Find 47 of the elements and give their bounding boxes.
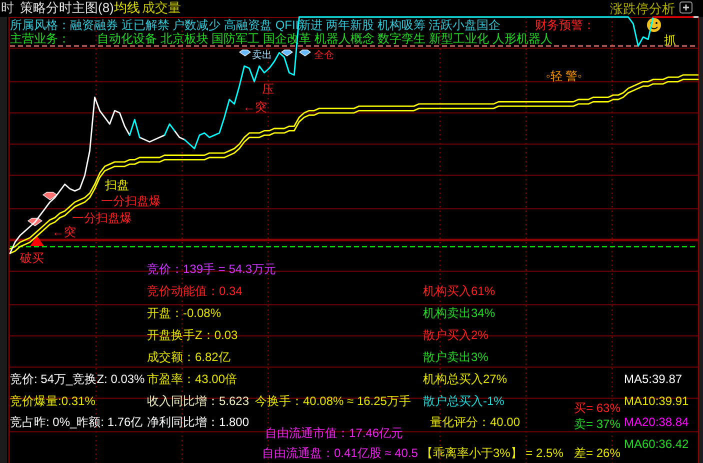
text: 量化评分：40.00	[430, 415, 520, 429]
annotation: 一分扫盘爆	[101, 194, 161, 208]
annotation: 主营业务：	[10, 32, 70, 46]
text: 成交额：6.82亿	[147, 350, 230, 364]
text: 差= 26%	[574, 446, 621, 460]
annotation: 卖出	[252, 49, 272, 61]
text: 今换手：40.08% ≈ 16.25万手	[255, 394, 411, 408]
text: 卖= 37%	[574, 417, 621, 431]
text: MA10:39.91	[624, 394, 690, 408]
annotation: ←突	[52, 225, 76, 239]
text: 净利同比增：1.800	[147, 415, 250, 429]
text: MA5:39.87	[624, 372, 682, 386]
text: MA20:38.84	[624, 415, 690, 429]
text: 机构卖出34%	[423, 306, 496, 320]
text: 散户总买入-1%	[423, 394, 505, 408]
annotation: 破买	[19, 251, 44, 265]
annotation: 一分扫盘爆	[72, 211, 132, 225]
text: 竞价: 54万_竞换Z: 0.03%	[10, 372, 146, 386]
text: 自由流通盘：0.41亿股 ≈ 40.5	[262, 446, 418, 460]
text: 涨跌停分析	[610, 1, 675, 16]
text: 竞价动能值：0.34	[147, 284, 243, 298]
text: 市盈率：43.00倍	[147, 372, 238, 386]
text: 开盘换手Z：0.03	[147, 328, 238, 342]
text: 机构总买入27%	[423, 372, 508, 386]
text: 【乖离率小于3%】 = 2.5%	[421, 446, 564, 460]
annotation: 压	[262, 82, 274, 96]
text: 成交量	[142, 0, 181, 15]
annotation: ←突	[243, 100, 267, 114]
annotation: ◦轻 警◦	[546, 69, 582, 83]
text: 收入同比增：5.623	[147, 394, 250, 408]
text: 竞价：139手 = 54.3万元	[147, 262, 276, 276]
text: 竞价爆量:0.31%	[10, 394, 96, 408]
annotation: 全仓	[314, 49, 334, 61]
annotation: 抓	[664, 33, 676, 47]
annotation: 财务预警：	[535, 18, 595, 32]
text: 散户卖出3%	[423, 350, 489, 364]
text: 均线	[113, 0, 140, 15]
annotation: 扫盘	[104, 178, 129, 192]
text: MA60:36.42	[624, 437, 690, 451]
text: 策略分时主图(8)	[20, 0, 114, 15]
text: 竞占昨: 0%_昨额: 1.76亿	[10, 415, 143, 429]
text: 散户买入2%	[423, 328, 489, 342]
text: 机构买入61%	[423, 284, 496, 298]
text: 自由流通市值：17.46亿元	[265, 426, 404, 440]
text: 开盘：-0.08%	[147, 306, 222, 320]
text: 时	[1, 0, 14, 15]
text: 买= 63%	[574, 401, 621, 415]
